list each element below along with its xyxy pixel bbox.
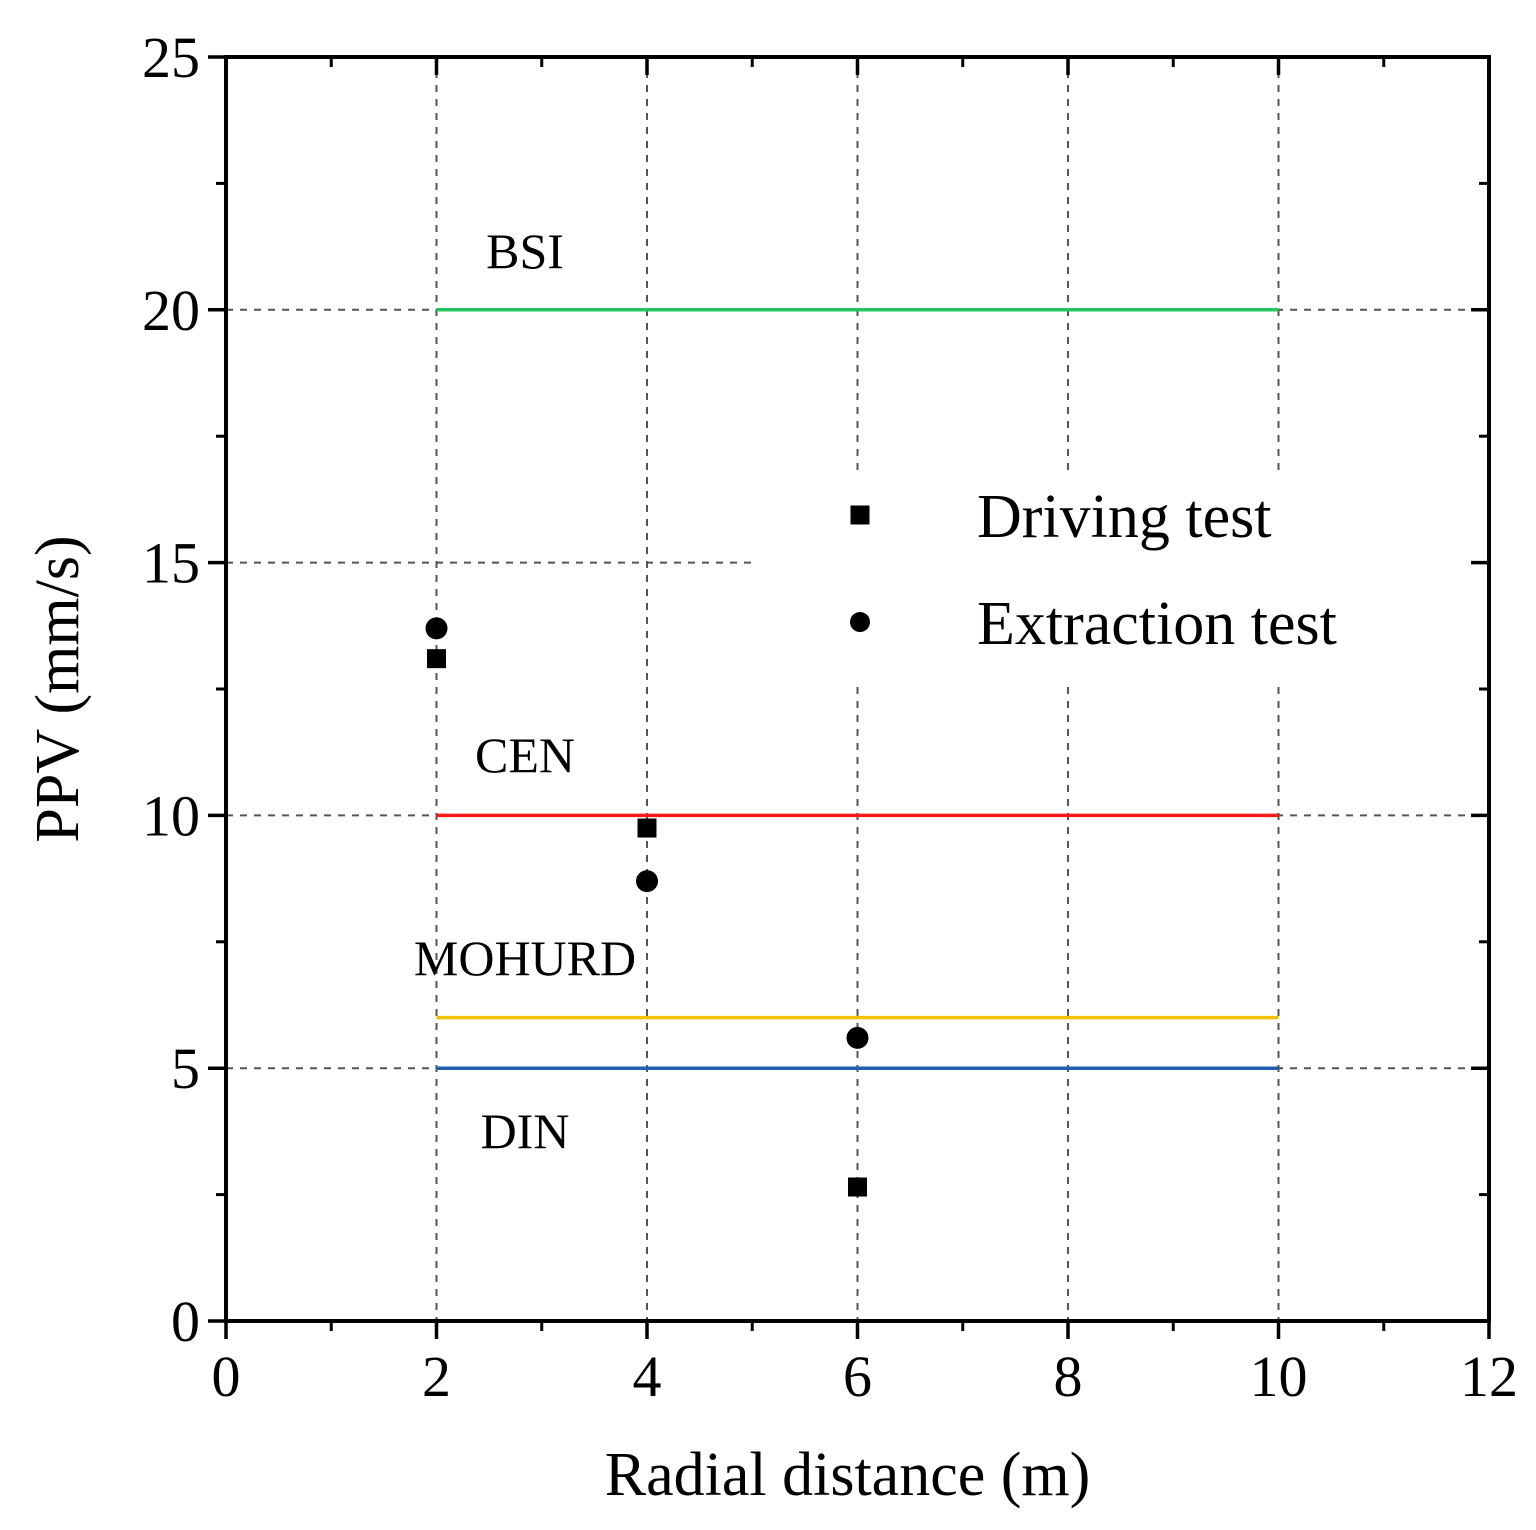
reference-lines-layer (436, 308, 1279, 1070)
y-tick-label-5: 5 (171, 1036, 200, 1101)
x-axis-title: Radial distance (m) (605, 1441, 1091, 1509)
y-axis-title: PPV (mm/s) (24, 535, 92, 842)
driving-test-point-3 (848, 1177, 867, 1197)
driving-test-point-2 (637, 818, 657, 838)
reference-label-din: DIN (481, 1103, 570, 1159)
x-tick-label-0: 0 (212, 1344, 241, 1409)
legend-background (755, 470, 1495, 680)
extraction-test-point-3 (846, 1026, 869, 1049)
y-tick-label-25: 25 (142, 25, 200, 90)
data-points-layer (425, 617, 869, 1197)
x-tick-label-8: 8 (1054, 1344, 1083, 1409)
y-tick-label-20: 20 (142, 278, 200, 343)
x-tick-label-4: 4 (633, 1344, 662, 1409)
y-tick-label-0: 0 (171, 1289, 200, 1354)
reference-label-bsi: BSI (486, 223, 564, 279)
reference-label-cen: CEN (475, 727, 575, 783)
legend: Driving test Extraction test (850, 483, 1337, 658)
legend-marker-driving-test (850, 505, 870, 525)
grid-layer (226, 57, 1489, 1321)
legend-label-extraction-test: Extraction test (977, 590, 1337, 658)
labels-layer: BSI CEN MOHURD DIN (414, 223, 636, 1159)
legend-marker-extraction-test (850, 612, 870, 632)
legend-label-driving-test: Driving test (977, 483, 1271, 551)
y-tick-label-15: 15 (142, 531, 200, 596)
axes-layer: 0 2 4 6 8 10 12 0 5 10 15 20 25 Radial distance (m) PP… (24, 25, 1518, 1509)
reference-label-mohurd: MOHURD (414, 930, 636, 986)
driving-test-point-1 (427, 649, 446, 669)
x-tick-label-6: 6 (843, 1344, 872, 1409)
x-tick-label-2: 2 (422, 1344, 451, 1409)
x-tick-label-10: 10 (1250, 1344, 1308, 1409)
extraction-test-point-2 (636, 870, 658, 893)
y-tick-label-10: 10 (142, 783, 200, 848)
extraction-test-point-1 (425, 617, 448, 640)
x-tick-label-12: 12 (1460, 1344, 1518, 1409)
